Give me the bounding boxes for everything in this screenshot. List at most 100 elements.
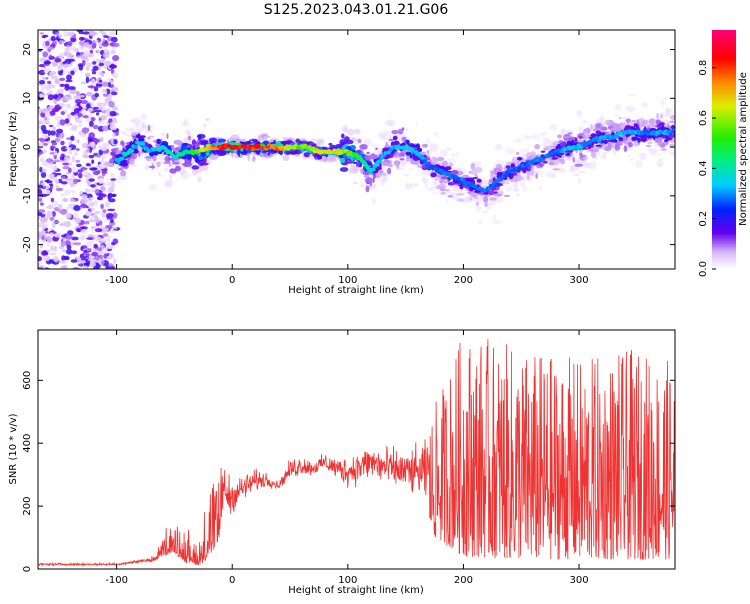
noise-blob — [103, 102, 108, 106]
spectral-blob — [484, 202, 488, 208]
noise-blob — [64, 118, 70, 124]
noise-blob — [89, 30, 96, 37]
spectral-blob — [563, 135, 572, 139]
spectral-blob — [424, 183, 428, 189]
spectral-blob — [120, 161, 128, 167]
spectral-blob — [357, 139, 362, 144]
spectral-blob — [614, 144, 618, 148]
spectral-blob — [181, 142, 189, 146]
noise-blob — [98, 62, 105, 67]
spectral-blob — [146, 157, 152, 162]
noise-blob — [103, 35, 109, 38]
noise-blob — [87, 52, 94, 58]
spectral-blob — [295, 138, 301, 143]
spectral-blob — [365, 185, 370, 193]
spectral-blob — [578, 170, 586, 174]
spectral-blob — [538, 163, 544, 167]
noise-blob — [81, 60, 86, 66]
noise-blob — [86, 237, 94, 240]
spectral-blob — [607, 139, 612, 142]
spectral-blob — [649, 128, 657, 132]
noise-blob — [91, 228, 96, 234]
noise-blob — [107, 208, 116, 212]
noise-blob — [80, 134, 89, 139]
spectral-blob — [513, 176, 519, 183]
spectral-blob — [493, 193, 503, 197]
noise-blob — [108, 252, 115, 260]
noise-blob — [98, 41, 104, 48]
noise-blob — [55, 184, 59, 189]
spectral-blob — [530, 150, 536, 157]
spectral-blob — [505, 165, 511, 169]
noise-blob — [107, 193, 111, 200]
noise-blob — [110, 151, 116, 156]
spectral-blob — [607, 142, 611, 148]
noise-blob — [70, 111, 76, 116]
noise-blob — [103, 247, 108, 253]
noise-blob — [77, 169, 84, 173]
noise-blob — [90, 184, 96, 188]
spectral-blob — [628, 94, 637, 97]
noise-blob — [102, 81, 109, 87]
noise-blob — [49, 183, 53, 186]
spectral-blob — [141, 122, 146, 129]
spectral-blob — [402, 127, 405, 131]
spectral-blob — [401, 164, 406, 167]
noise-blob — [74, 95, 81, 99]
spectrogram-xlabel: Height of straight line (km) — [288, 285, 424, 296]
spectral-blob — [129, 164, 139, 167]
noise-blob — [38, 249, 42, 254]
x-tick-label: 100 — [338, 575, 357, 586]
spectral-blob — [648, 118, 656, 125]
noise-blob — [66, 103, 72, 109]
spectral-blob — [486, 206, 492, 211]
spectral-blob — [472, 176, 479, 179]
spectral-blob — [383, 139, 390, 144]
noise-blob — [113, 107, 119, 111]
spectral-blob — [594, 156, 599, 161]
spectral-blob — [205, 118, 210, 121]
noise-blob — [101, 41, 109, 47]
colorbar-tick-label: 0.8 — [698, 60, 709, 76]
noise-blob — [101, 89, 107, 92]
noise-blob — [51, 146, 57, 149]
spectral-blob — [624, 125, 631, 131]
spectrogram-frame — [37, 29, 676, 270]
spectral-blob — [470, 169, 477, 175]
noise-blob — [84, 72, 91, 78]
y-tick-label: 200 — [22, 497, 33, 516]
noise-blob — [64, 47, 71, 52]
noise-blob — [65, 212, 69, 218]
noise-blob — [39, 80, 46, 85]
noise-blob — [38, 138, 45, 141]
spectral-blob — [166, 133, 169, 140]
spectral-blob — [437, 183, 447, 190]
spectral-blob — [166, 147, 172, 150]
spectral-blob — [124, 127, 131, 131]
spectral-blob — [364, 177, 374, 183]
spectral-blob — [380, 179, 386, 187]
spectral-blob — [660, 113, 663, 119]
spectral-blob — [448, 164, 453, 167]
spectral-blob — [196, 140, 200, 144]
noise-blob — [50, 245, 54, 252]
spectral-blob — [644, 124, 650, 127]
noise-blob — [62, 61, 66, 65]
noise-blob — [112, 132, 116, 138]
ridge-blob — [559, 149, 565, 154]
spectral-blob — [557, 155, 562, 158]
spectral-blob — [505, 147, 513, 155]
spectral-blob — [139, 127, 143, 130]
noise-blob — [59, 132, 65, 139]
spectral-blob — [140, 113, 147, 120]
noise-blob — [74, 217, 82, 224]
noise-blob — [51, 141, 58, 146]
snr-xlabel: Height of straight line (km) — [288, 585, 424, 596]
spectral-blob — [656, 112, 659, 120]
spectral-blob — [511, 183, 519, 191]
spectral-blob — [565, 153, 570, 156]
spectral-blob — [363, 138, 372, 146]
spectral-blob — [614, 138, 617, 142]
noise-blob — [109, 61, 116, 65]
spectral-blob — [413, 144, 420, 148]
